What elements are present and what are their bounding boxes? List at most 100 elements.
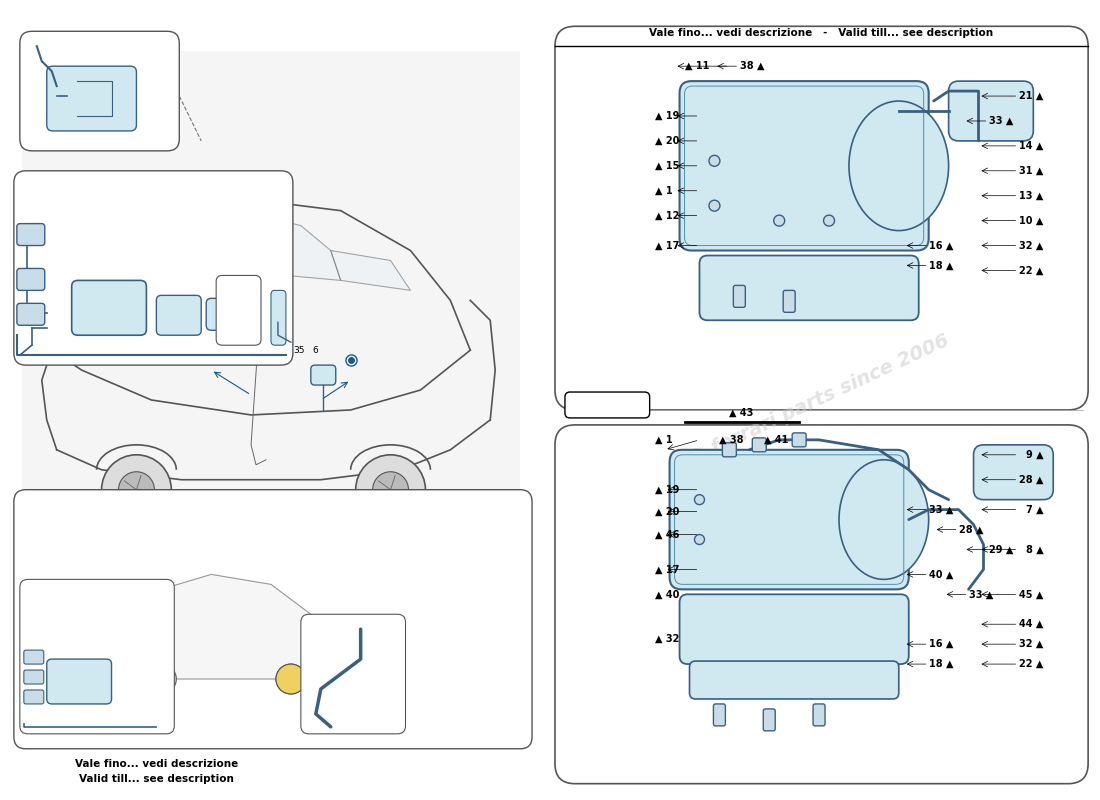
FancyBboxPatch shape (156, 295, 201, 335)
Text: 30: 30 (121, 590, 132, 599)
Text: Valid till... see description: Valid till... see description (79, 774, 234, 784)
Text: 4: 4 (278, 261, 284, 270)
FancyBboxPatch shape (948, 81, 1033, 141)
Text: 23: 23 (345, 722, 356, 731)
FancyBboxPatch shape (311, 365, 336, 385)
Text: ▲ 15: ▲ 15 (654, 161, 679, 171)
FancyBboxPatch shape (20, 579, 174, 734)
Text: ▲ 19: ▲ 19 (654, 485, 679, 494)
FancyBboxPatch shape (14, 490, 532, 749)
Text: 16 ▲: 16 ▲ (930, 241, 954, 250)
Text: ▲ 38: ▲ 38 (719, 435, 744, 445)
Text: 45 ▲: 45 ▲ (1019, 590, 1043, 599)
Text: 33 ▲: 33 ▲ (989, 116, 1013, 126)
FancyBboxPatch shape (24, 670, 44, 684)
Text: 5: 5 (37, 620, 43, 629)
Text: 37: 37 (41, 358, 53, 366)
Text: 4: 4 (70, 726, 77, 735)
FancyBboxPatch shape (763, 709, 776, 731)
Text: Vale fino... vedi descrizione: Vale fino... vedi descrizione (75, 758, 238, 769)
Text: ▲ 17: ▲ 17 (654, 565, 679, 574)
Text: 14 ▲: 14 ▲ (1019, 141, 1043, 151)
Text: ▲ 1: ▲ 1 (654, 186, 672, 196)
Text: ▲ 1: ▲ 1 (654, 435, 672, 445)
Text: 35: 35 (68, 358, 79, 366)
Text: 31 ▲: 31 ▲ (1019, 166, 1043, 176)
Text: 4: 4 (318, 618, 323, 626)
FancyBboxPatch shape (72, 281, 146, 335)
FancyBboxPatch shape (556, 425, 1088, 784)
Circle shape (276, 664, 306, 694)
Circle shape (694, 494, 704, 505)
Text: 16 ▲: 16 ▲ (930, 639, 954, 649)
Text: 18 ▲: 18 ▲ (930, 659, 954, 669)
Text: ▲ 46: ▲ 46 (654, 530, 679, 539)
FancyBboxPatch shape (792, 433, 806, 447)
FancyBboxPatch shape (16, 224, 45, 246)
Text: 8 ▲: 8 ▲ (1025, 545, 1043, 554)
Text: ▲ 19: ▲ 19 (654, 111, 679, 121)
Text: 35: 35 (293, 346, 305, 354)
Text: 25: 25 (58, 590, 69, 599)
FancyBboxPatch shape (24, 690, 44, 704)
Text: 33 ▲: 33 ▲ (969, 590, 993, 599)
Text: ▲ 12: ▲ 12 (654, 210, 679, 221)
Circle shape (708, 155, 719, 166)
Polygon shape (22, 51, 520, 699)
FancyBboxPatch shape (16, 303, 45, 326)
FancyBboxPatch shape (565, 392, 650, 418)
Text: 9 ▲: 9 ▲ (1025, 450, 1043, 460)
Text: 13 ▲: 13 ▲ (1019, 190, 1043, 201)
Circle shape (101, 455, 172, 525)
Circle shape (708, 200, 719, 211)
Text: 29 ▲: 29 ▲ (989, 545, 1013, 554)
Circle shape (119, 472, 154, 508)
Text: 28 ▲: 28 ▲ (1019, 474, 1043, 485)
Text: ▲ 41: ▲ 41 (764, 435, 789, 445)
Text: 44 ▲: 44 ▲ (1019, 619, 1043, 630)
Text: 36: 36 (232, 306, 244, 315)
Circle shape (276, 664, 306, 694)
Text: 10 ▲: 10 ▲ (1019, 216, 1043, 226)
Text: 21 ▲: 21 ▲ (1019, 91, 1043, 101)
Text: ▲ 40: ▲ 40 (654, 590, 679, 599)
Text: ▲ 20: ▲ 20 (654, 506, 679, 517)
FancyBboxPatch shape (680, 81, 928, 250)
Text: 25: 25 (72, 178, 82, 187)
Circle shape (355, 455, 426, 525)
Text: 22 ▲: 22 ▲ (1019, 266, 1043, 275)
Text: 42: 42 (30, 36, 44, 46)
Text: 30: 30 (151, 178, 162, 187)
Text: 40 ▲: 40 ▲ (930, 570, 954, 579)
Text: 3: 3 (37, 590, 43, 599)
FancyBboxPatch shape (47, 659, 111, 704)
Text: ▲ 43: ▲ 43 (729, 408, 754, 418)
FancyBboxPatch shape (16, 269, 45, 290)
Text: 6: 6 (393, 722, 398, 731)
FancyBboxPatch shape (783, 290, 795, 312)
Text: 6: 6 (312, 346, 319, 354)
Text: ▲ 32: ▲ 32 (654, 634, 679, 644)
Text: 24: 24 (111, 196, 122, 205)
FancyBboxPatch shape (752, 438, 767, 452)
Ellipse shape (839, 460, 928, 579)
Text: ▲=39: ▲=39 (591, 400, 623, 410)
FancyBboxPatch shape (271, 290, 286, 345)
FancyBboxPatch shape (47, 66, 136, 131)
Ellipse shape (849, 101, 948, 230)
Text: 26: 26 (166, 178, 177, 187)
Text: 22 ▲: 22 ▲ (1019, 659, 1043, 669)
Polygon shape (132, 574, 331, 679)
Text: 26: 26 (125, 326, 138, 335)
FancyBboxPatch shape (813, 704, 825, 726)
Text: 2: 2 (34, 178, 40, 187)
Text: 32 ▲: 32 ▲ (1019, 639, 1043, 649)
Text: 23: 23 (336, 722, 346, 731)
Text: 26: 26 (91, 580, 102, 589)
Text: 2: 2 (24, 600, 30, 609)
FancyBboxPatch shape (680, 594, 909, 664)
FancyBboxPatch shape (734, 286, 746, 307)
Text: 27: 27 (106, 306, 118, 315)
Text: ▲ 17: ▲ 17 (654, 241, 679, 250)
FancyBboxPatch shape (20, 31, 179, 151)
